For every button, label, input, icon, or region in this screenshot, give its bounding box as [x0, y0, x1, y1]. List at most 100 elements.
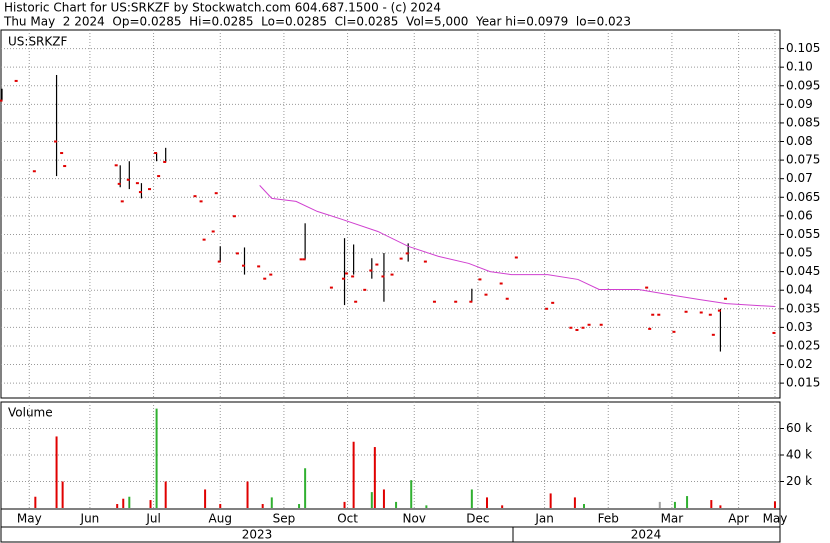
- close-tick: [581, 326, 585, 329]
- volume-bar: [352, 441, 355, 508]
- volume-bar: [55, 436, 58, 508]
- y-tick-label: 0.065: [786, 190, 820, 204]
- close-tick: [63, 165, 67, 168]
- y-tick-label: 40 k: [786, 448, 812, 462]
- close-tick: [432, 300, 436, 303]
- close-tick: [645, 286, 649, 289]
- volume-bar: [149, 500, 152, 508]
- close-tick: [514, 256, 518, 259]
- y-tick-label: 0.075: [786, 153, 820, 167]
- close-tick: [772, 331, 776, 334]
- close-tick: [551, 301, 555, 304]
- volume-panel: [0, 401, 781, 510]
- volume-bar: [116, 504, 119, 508]
- close-tick: [575, 328, 579, 331]
- volume-bar: [370, 492, 373, 508]
- volume-bar: [298, 504, 301, 508]
- x-tick-label: Jun: [80, 512, 100, 526]
- close-tick: [232, 215, 236, 218]
- close-tick: [138, 191, 142, 194]
- close-tick: [211, 230, 215, 233]
- x-tick-label: Oct: [337, 512, 358, 526]
- close-tick: [345, 272, 349, 275]
- y-tick-label: 0.08: [786, 134, 813, 148]
- close-tick: [54, 140, 58, 143]
- volume-bar: [470, 489, 473, 508]
- x-tick-label: May: [763, 512, 788, 526]
- symbol-label: US:SRKZF: [8, 35, 67, 49]
- volume-bar: [34, 496, 37, 508]
- close-tick: [648, 327, 652, 330]
- year-label: 2024: [631, 528, 662, 542]
- close-tick: [193, 195, 197, 198]
- volume-bar: [486, 497, 488, 508]
- close-tick: [163, 160, 167, 163]
- x-tick-label: Sep: [273, 512, 296, 526]
- close-tick: [390, 273, 394, 276]
- close-tick: [484, 293, 488, 296]
- close-tick: [672, 330, 676, 333]
- close-tick: [114, 164, 118, 167]
- close-tick: [235, 252, 239, 255]
- close-tick: [381, 275, 385, 278]
- close-tick: [478, 278, 482, 281]
- x-tick-label: Jul: [145, 512, 160, 526]
- close-tick: [148, 188, 152, 191]
- close-tick: [199, 200, 203, 203]
- y-tick-label: 0.095: [786, 78, 820, 92]
- close-tick: [302, 258, 306, 261]
- close-tick: [242, 264, 245, 267]
- close-tick: [684, 310, 688, 313]
- close-tick: [499, 282, 503, 285]
- volume-bar: [658, 501, 661, 508]
- close-tick: [299, 258, 303, 261]
- volume-bar: [246, 481, 249, 508]
- x-tick-label: Mar: [661, 512, 684, 526]
- volume-bar: [219, 504, 222, 508]
- volume-bar: [128, 496, 131, 508]
- close-tick: [375, 263, 379, 266]
- y-tick-label: 0.035: [786, 301, 820, 315]
- y-tick-label: 0.105: [786, 41, 820, 55]
- close-tick: [657, 313, 661, 316]
- volume-bar: [549, 493, 552, 508]
- close-tick: [351, 275, 355, 278]
- y-tick-label: 0.055: [786, 227, 820, 241]
- price-panel: [0, 29, 781, 399]
- y-tick-label: 0.045: [786, 264, 820, 278]
- y-tick-label: 0.03: [786, 320, 813, 334]
- volume-bar: [61, 481, 64, 508]
- volume-bar: [373, 447, 376, 508]
- close-tick: [454, 300, 458, 303]
- y-tick-label: 0.05: [786, 246, 813, 260]
- x-tick-label: Feb: [598, 512, 619, 526]
- close-tick: [711, 333, 715, 336]
- close-tick: [708, 313, 712, 316]
- y-tick-label: 0.02: [786, 357, 813, 371]
- y-tick-label: 0.06: [786, 208, 813, 222]
- close-tick: [545, 307, 549, 310]
- volume-bar: [773, 501, 776, 508]
- close-tick: [263, 277, 267, 280]
- volume-bar: [270, 497, 273, 508]
- close-tick: [569, 326, 573, 329]
- close-tick: [599, 323, 603, 326]
- year-label: 2023: [242, 528, 273, 542]
- close-tick: [587, 323, 591, 326]
- volume-bar: [395, 501, 398, 508]
- close-tick: [202, 238, 206, 241]
- close-tick: [117, 182, 121, 185]
- close-tick: [369, 269, 373, 272]
- close-tick: [14, 79, 18, 82]
- volume-bar: [573, 497, 576, 508]
- year-band: [0, 526, 781, 543]
- close-tick: [723, 297, 727, 300]
- volume-bar: [382, 489, 385, 508]
- volume-bar: [710, 500, 713, 508]
- volume-bar: [583, 504, 585, 508]
- volume-bar: [686, 496, 689, 508]
- volume-bar: [719, 505, 722, 508]
- close-tick: [423, 260, 427, 263]
- close-tick: [717, 309, 721, 312]
